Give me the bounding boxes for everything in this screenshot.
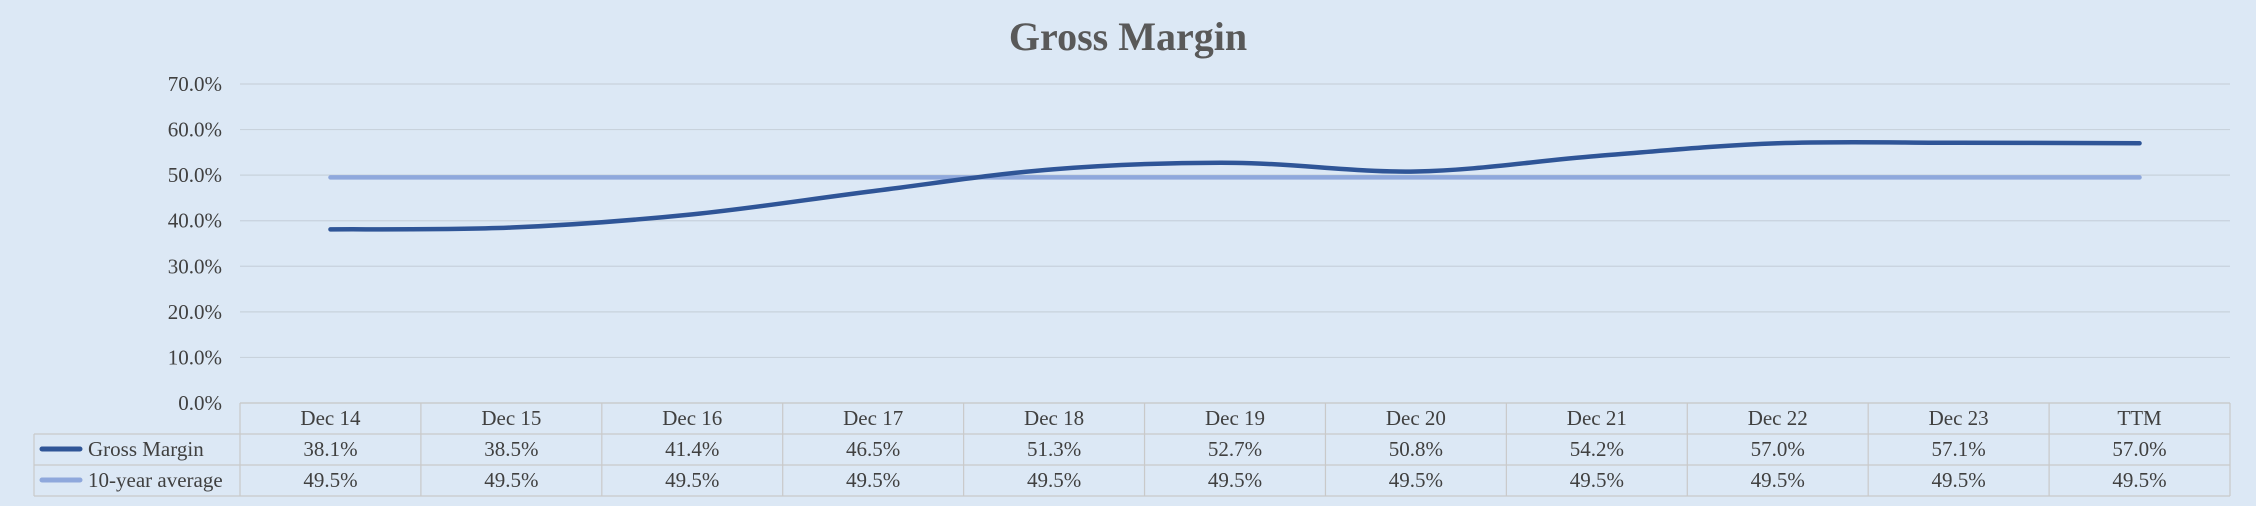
y-tick-label: 40.0% xyxy=(168,209,222,233)
data-label: 49.5% xyxy=(303,468,357,492)
y-tick-label: 70.0% xyxy=(168,72,222,96)
data-label: 38.5% xyxy=(484,437,538,461)
y-tick-label: 60.0% xyxy=(168,118,222,142)
series-line xyxy=(328,139,2142,232)
data-label: 49.5% xyxy=(1027,468,1081,492)
legend-label: 10-year average xyxy=(88,468,223,492)
data-label: 49.5% xyxy=(1389,468,1443,492)
data-label: 49.5% xyxy=(1932,468,1986,492)
data-label: 51.3% xyxy=(1027,437,1081,461)
x-tick-label: Dec 16 xyxy=(662,406,722,430)
y-tick-label: 30.0% xyxy=(168,254,222,278)
y-tick-label: 10.0% xyxy=(168,345,222,369)
data-label: 49.5% xyxy=(484,468,538,492)
data-label: 46.5% xyxy=(846,437,900,461)
x-tick-label: Dec 18 xyxy=(1024,406,1084,430)
x-tick-label: Dec 21 xyxy=(1567,406,1627,430)
y-tick-label: 50.0% xyxy=(168,163,222,187)
data-label: 38.1% xyxy=(303,437,357,461)
x-tick-label: Dec 20 xyxy=(1386,406,1446,430)
x-tick-label: Dec 14 xyxy=(300,406,361,430)
data-label: 50.8% xyxy=(1389,437,1443,461)
data-label: 49.5% xyxy=(1751,468,1805,492)
x-tick-label: Dec 17 xyxy=(843,406,903,430)
data-label: 54.2% xyxy=(1570,437,1624,461)
gridlines xyxy=(240,83,2230,404)
data-label: 57.0% xyxy=(1751,437,1805,461)
data-label: 49.5% xyxy=(1208,468,1262,492)
data-label: 49.5% xyxy=(665,468,719,492)
data-label: 52.7% xyxy=(1208,437,1262,461)
x-tick-label: Dec 15 xyxy=(481,406,541,430)
data-label: 49.5% xyxy=(846,468,900,492)
data-label: 57.1% xyxy=(1932,437,1986,461)
chart-title: Gross Margin xyxy=(1009,14,1247,59)
y-axis-tick-labels: 0.0% 10.0% 20.0% 30.0% 40.0% 50.0% 60.0% 70.0% xyxy=(168,72,222,415)
legend-label: Gross Margin xyxy=(88,437,204,461)
x-tick-label: TTM xyxy=(2117,406,2162,430)
data-label: 49.5% xyxy=(1570,468,1624,492)
data-label: 41.4% xyxy=(665,437,719,461)
series-lines xyxy=(328,139,2142,232)
y-tick-label: 0.0% xyxy=(178,391,222,415)
data-label: 49.5% xyxy=(2112,468,2166,492)
x-tick-label: Dec 19 xyxy=(1205,406,1265,430)
data-table: Dec 14 Dec 15 Dec 16 Dec 17 Dec 18 Dec 19 Dec … xyxy=(33,402,2231,497)
x-tick-label: Dec 22 xyxy=(1748,406,1808,430)
data-label: 57.0% xyxy=(2112,437,2166,461)
x-tick-label: Dec 23 xyxy=(1929,406,1989,430)
y-tick-label: 20.0% xyxy=(168,300,222,324)
